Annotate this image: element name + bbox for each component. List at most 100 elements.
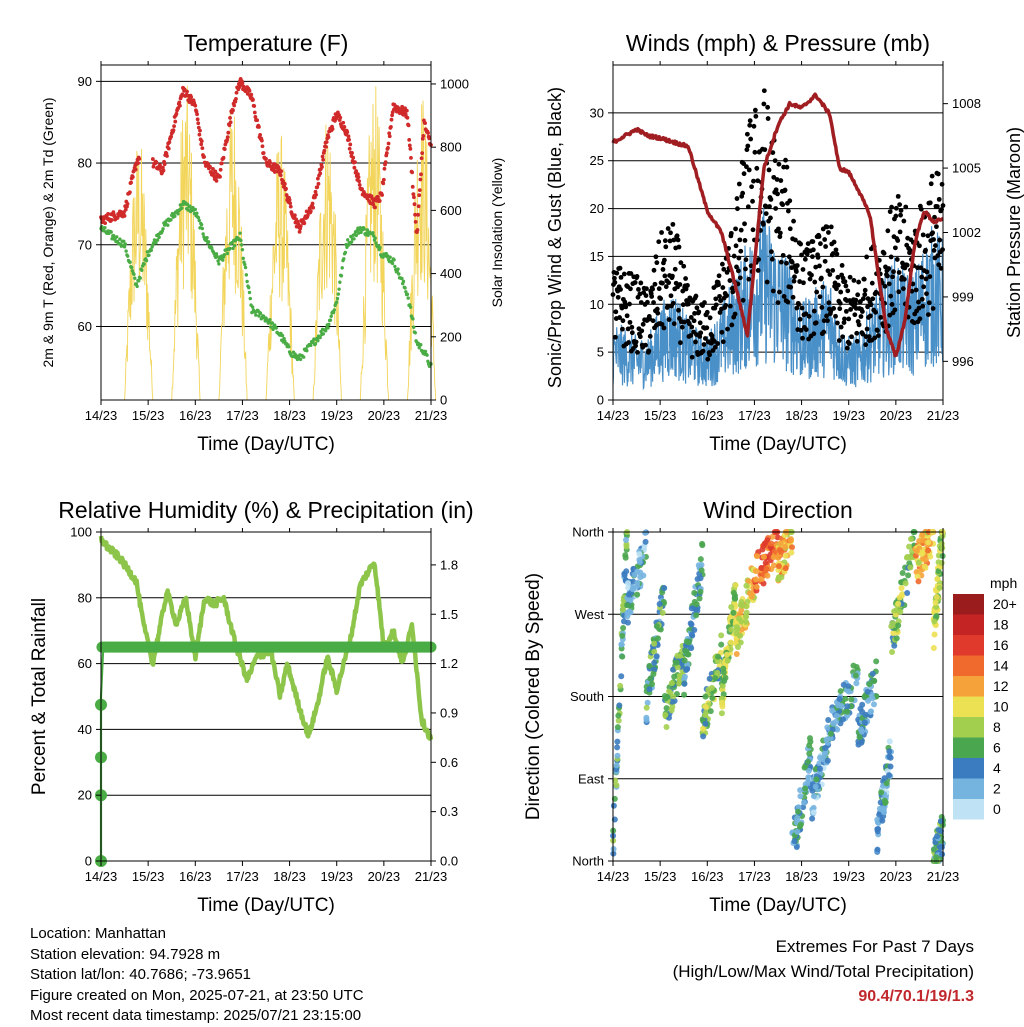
temperature-point — [416, 212, 420, 217]
gust-point — [761, 88, 767, 94]
temperature-point — [341, 120, 346, 125]
temperature-point — [219, 161, 224, 166]
direction-point — [833, 718, 840, 725]
direction-point — [788, 544, 795, 551]
gust-point — [878, 314, 884, 320]
temperature-point — [103, 221, 108, 226]
gust-point — [718, 298, 724, 303]
gust-point — [901, 218, 907, 224]
dewpoint-point — [243, 262, 247, 267]
dewpoint-point — [327, 322, 331, 327]
gust-point — [724, 293, 730, 299]
temperature-point — [389, 124, 393, 129]
temperature-point — [130, 175, 135, 179]
direction-point — [715, 653, 722, 660]
dewpoint-point — [217, 262, 221, 266]
direction-x-tick-label: 17/23 — [738, 869, 771, 884]
direction-point — [636, 551, 643, 558]
gust-point — [725, 326, 730, 332]
dewpoint-point — [132, 272, 136, 276]
dewpoint-point — [354, 233, 359, 238]
direction-point — [805, 774, 812, 781]
gust-point — [845, 288, 851, 294]
direction-point — [797, 793, 804, 800]
gust-point — [903, 204, 909, 210]
direction-point — [824, 757, 831, 764]
gust-point — [638, 300, 644, 305]
direction-point — [753, 576, 760, 583]
humidity-x-tick-label: 18/23 — [273, 869, 306, 884]
gust-point — [925, 312, 931, 318]
gust-point — [794, 305, 800, 311]
gust-point — [649, 294, 655, 299]
direction-point — [721, 678, 728, 685]
direction-point — [879, 817, 886, 824]
gust-point — [694, 305, 700, 311]
gust-point — [668, 293, 674, 299]
dewpoint-point — [271, 327, 275, 332]
humidity-y-tick-label: 0 — [85, 854, 92, 869]
gust-point — [775, 300, 781, 306]
direction-point — [844, 703, 851, 710]
gust-point — [772, 158, 778, 164]
gust-point — [839, 262, 845, 268]
gust-point — [697, 334, 703, 339]
temperature-point — [218, 174, 222, 179]
dewpoint-point — [343, 250, 348, 255]
gust-point — [768, 197, 774, 202]
direction-point — [732, 582, 739, 589]
dewpoint-point — [352, 237, 356, 241]
gust-point — [916, 299, 921, 305]
direction-point — [623, 536, 630, 543]
dewpoint-point — [154, 241, 158, 245]
direction-point — [855, 741, 862, 748]
gust-point — [632, 280, 638, 285]
colorbar-swatch — [953, 676, 984, 697]
gust-point — [703, 336, 708, 341]
gust-point — [919, 296, 925, 302]
temperature-point — [173, 119, 178, 124]
temperature-point — [360, 187, 364, 191]
dewpoint-point — [232, 244, 237, 248]
direction-point — [896, 594, 903, 601]
direction-point — [904, 590, 911, 597]
gust-point — [824, 313, 829, 319]
gust-point — [704, 325, 710, 331]
gust-point — [893, 205, 899, 211]
gust-point — [803, 311, 809, 317]
gust-point — [809, 272, 814, 278]
gust-point — [848, 307, 853, 312]
gust-point — [685, 283, 690, 288]
colorbar-title: mph — [990, 575, 1017, 591]
gust-point — [753, 113, 759, 119]
gust-point — [911, 320, 917, 326]
direction-point — [931, 618, 938, 625]
temperature-y-tick-label: 70 — [78, 237, 92, 252]
dewpoint-point — [240, 247, 245, 252]
gust-point — [814, 289, 820, 295]
humidity-y2-tick-label: 1.8 — [440, 557, 458, 572]
winds-x-tick-label: 15/23 — [644, 408, 677, 423]
colorbar-label: 4 — [993, 760, 1001, 776]
direction-point — [890, 630, 897, 637]
direction-point — [634, 568, 641, 575]
temperature-point — [253, 115, 258, 119]
gust-point — [800, 267, 806, 272]
temperature-point — [174, 111, 179, 116]
dewpoint-point — [225, 251, 230, 256]
dewpoint-point — [122, 239, 126, 243]
gust-point — [633, 343, 639, 349]
direction-point — [634, 591, 641, 598]
gust-point — [764, 279, 770, 285]
temperature-point — [202, 155, 207, 159]
gust-point — [751, 178, 756, 184]
dewpoint-point — [423, 349, 428, 354]
direction-point — [734, 644, 741, 651]
temperature-point — [270, 165, 275, 170]
temperature-point — [346, 134, 351, 139]
direction-point — [907, 564, 914, 571]
gust-point — [936, 262, 942, 268]
gust-point — [766, 167, 772, 173]
gust-point — [791, 278, 797, 284]
gust-point — [660, 280, 665, 286]
